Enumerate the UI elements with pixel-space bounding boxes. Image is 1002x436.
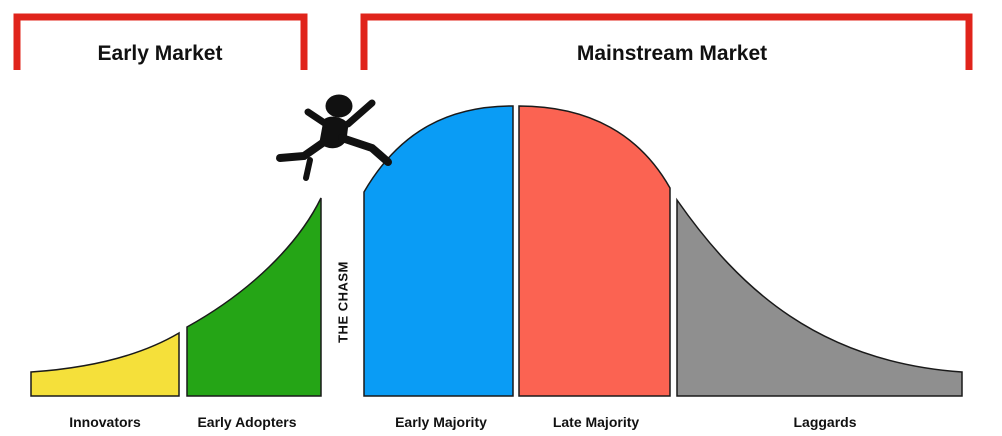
segment-label-innovators: Innovators <box>69 414 141 430</box>
segment-laggards <box>676 197 963 397</box>
person-leaping-icon <box>276 94 392 181</box>
mainstream-market-bracket <box>360 13 973 70</box>
segment-label-early-majority: Early Majority <box>395 414 487 430</box>
segment-early-majority <box>363 105 514 397</box>
mainstream-market-title: Mainstream Market <box>576 42 768 65</box>
early-market-title: Early Market <box>97 42 223 65</box>
segment-early-adopters <box>186 197 322 397</box>
segment-innovators <box>30 331 180 397</box>
chasm-label: THE CHASM <box>335 261 351 343</box>
early-market-bracket <box>13 13 308 70</box>
segment-label-early-adopters: Early Adopters <box>197 414 297 430</box>
segment-label-laggards: Laggards <box>793 414 857 430</box>
segment-label-late-majority: Late Majority <box>552 414 640 430</box>
segment-late-majority <box>518 105 671 397</box>
